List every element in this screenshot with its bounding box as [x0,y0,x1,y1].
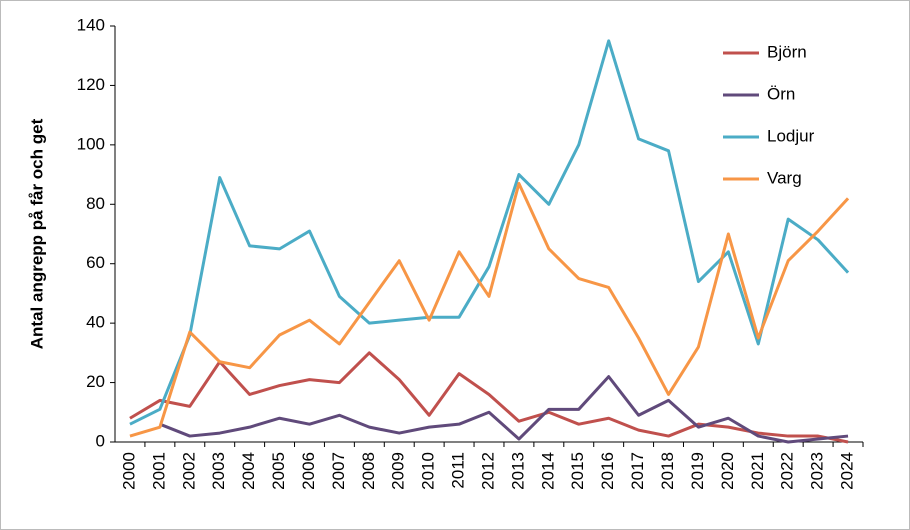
y-tick-label: 80 [86,194,105,213]
y-tick-label: 100 [77,134,105,153]
x-tick-label: 2020 [718,452,737,490]
x-tick-label: 2017 [628,452,647,490]
x-tick-label: 2006 [299,452,318,490]
y-tick-label: 120 [77,75,105,94]
y-tick-label: 40 [86,313,105,332]
x-tick-label: 2010 [419,452,438,490]
y-tick-label: 60 [86,253,105,272]
x-tick-label: 2015 [568,452,587,490]
x-tick-label: 2007 [329,452,348,490]
legend-label: Björn [767,42,807,61]
x-tick-label: 2014 [538,452,557,490]
x-tick-label: 2022 [778,452,797,490]
x-tick-label: 2024 [838,452,857,490]
x-tick-label: 2021 [748,452,767,490]
x-tick-label: 2012 [478,452,497,490]
legend-label: Örn [767,84,795,103]
x-tick-label: 2016 [598,452,617,490]
x-tick-label: 2018 [658,452,677,490]
x-tick-label: 2000 [119,452,138,490]
legend-label: Lodjur [767,126,815,145]
x-tick-label: 2011 [449,452,468,489]
y-tick-label: 20 [86,372,105,391]
x-tick-label: 2008 [359,452,378,490]
series-line [129,39,850,426]
series-line [129,351,849,444]
x-tick-label: 2009 [389,452,408,490]
x-tick-label: 2003 [209,452,228,490]
x-tick-label: 2002 [179,452,198,490]
y-tick-label: 140 [77,15,105,34]
series-line [159,375,849,444]
y-tick-label: 0 [96,431,105,450]
x-tick-label: 2001 [149,452,168,490]
x-tick-label: 2013 [508,452,527,490]
legend-label: Varg [767,168,802,187]
x-tick-label: 2004 [239,452,258,490]
series-line [129,181,850,438]
x-tick-label: 2019 [688,452,707,490]
x-tick-label: 2023 [808,452,827,490]
x-tick-label: 2005 [269,452,288,490]
y-axis-title: Antal angrepp på får och get [27,118,46,349]
